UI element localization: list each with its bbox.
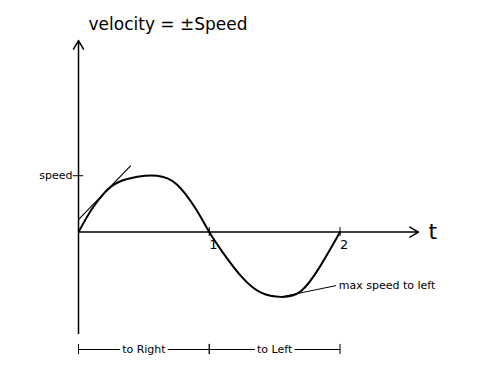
svg-text:2: 2: [340, 237, 348, 252]
svg-text:speed: speed: [39, 169, 72, 182]
svg-text:max speed to left: max speed to left: [339, 279, 436, 292]
svg-text:velocity = ±Speed: velocity = ±Speed: [89, 14, 248, 34]
svg-text:to Right: to Right: [122, 343, 166, 356]
svg-text:1: 1: [209, 237, 217, 252]
svg-text:t: t: [429, 219, 438, 244]
svg-text:to Left: to Left: [257, 343, 293, 356]
